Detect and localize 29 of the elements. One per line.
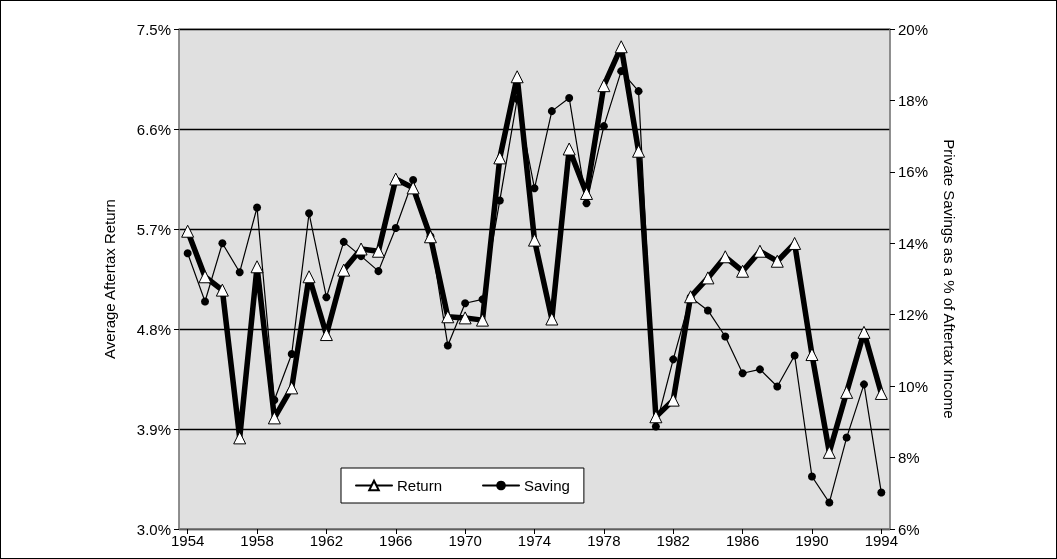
x-tick-label: 1966 [379,532,413,549]
y2-tick-label: 8% [898,449,920,467]
x-tick-label: 1974 [517,532,552,549]
y-tick-label: 6.6% [136,120,171,138]
legend-label: Saving [524,477,570,494]
y-tick-label: 3.9% [136,420,171,438]
x-tick-label: 1978 [587,532,621,549]
y2-tick-label: 6% [898,520,920,538]
y-tick-label: 7.5% [136,20,171,38]
y-axis-title: Average Aftertax Return [101,199,118,359]
x-tick-label: 1962 [309,532,344,549]
y2-tick-label: 12% [898,306,929,324]
y2-axis-title: Private Savings as a % of Aftertax Income [941,139,958,419]
y-tick-label: 4.8% [136,320,171,338]
y2-tick-label: 20% [898,20,929,38]
y-tick-label: 3.0% [136,520,171,538]
x-tick-label: 1986 [725,532,760,549]
y2-tick-label: 10% [898,377,929,395]
legend-label: Return [397,477,443,494]
y-tick-label: 5.7% [136,220,171,238]
x-tick-label: 1958 [240,532,274,549]
y2-tick-label: 14% [898,234,929,252]
x-tick-label: 1954 [170,532,205,549]
x-tick-label: 1994 [864,532,899,549]
x-tick-label: 1990 [795,532,829,549]
y2-tick-label: 18% [898,91,929,109]
y2-tick-label: 16% [898,163,929,181]
x-tick-label: 1982 [656,532,690,549]
x-tick-label: 1970 [448,532,482,549]
